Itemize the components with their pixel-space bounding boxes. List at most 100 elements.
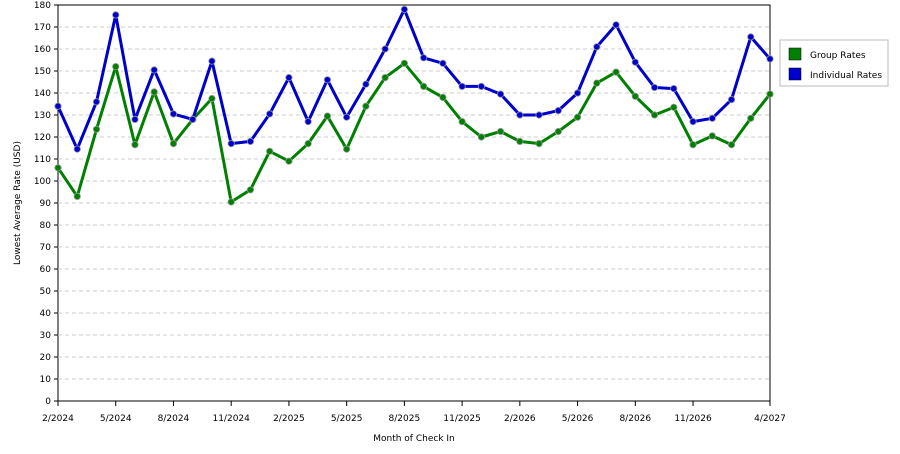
data-point: [708, 132, 716, 140]
data-point: [670, 103, 678, 111]
data-point: [169, 110, 178, 118]
data-point: [535, 111, 543, 119]
x-tick-label: 2/2026: [504, 414, 536, 424]
data-point: [169, 140, 178, 148]
y-tick-label: 130: [34, 111, 51, 121]
data-point: [420, 82, 428, 91]
x-axis-label: Month of Check In: [373, 434, 455, 444]
data-point: [343, 145, 351, 153]
data-point: [131, 115, 139, 124]
data-point: [304, 140, 312, 148]
y-tick-label: 110: [34, 155, 51, 165]
data-point: [266, 110, 274, 118]
data-point: [727, 96, 736, 104]
y-tick-label: 80: [40, 221, 52, 231]
data-point: [323, 76, 332, 84]
data-point: [535, 140, 543, 148]
data-point: [285, 74, 293, 82]
y-tick-label: 160: [34, 45, 51, 55]
data-point: [477, 133, 485, 141]
data-point: [766, 90, 774, 98]
y-tick-label: 120: [34, 133, 51, 143]
data-point: [73, 145, 81, 153]
data-point: [381, 74, 389, 82]
y-tick-label: 170: [34, 23, 51, 33]
y-tick-label: 60: [40, 265, 52, 275]
data-point: [477, 82, 485, 91]
data-point: [343, 113, 351, 121]
data-point: [727, 141, 736, 149]
data-point: [92, 98, 101, 106]
data-point: [496, 90, 505, 98]
data-point: [92, 125, 101, 133]
data-point: [516, 137, 524, 145]
data-point: [150, 88, 158, 96]
data-point: [400, 59, 408, 67]
data-point: [593, 79, 601, 87]
x-tick-label: 5/2024: [100, 414, 132, 424]
y-tick-label: 20: [40, 353, 52, 363]
x-tick-label: 11/2026: [674, 414, 712, 424]
x-tick-label: 8/2026: [619, 414, 651, 424]
data-point: [516, 111, 524, 119]
data-point: [246, 186, 255, 194]
data-point: [708, 114, 716, 122]
series-line: [56, 61, 772, 204]
y-tick-label: 90: [40, 199, 52, 209]
x-tick-label: 8/2024: [158, 414, 190, 424]
y-tick-label: 140: [34, 89, 51, 99]
data-point: [439, 59, 447, 67]
legend-swatch: [788, 47, 802, 61]
data-point: [227, 198, 235, 206]
data-point: [246, 137, 255, 145]
data-point: [573, 89, 582, 97]
x-tick-label: 2/2025: [273, 414, 305, 424]
data-point: [208, 57, 216, 65]
y-tick-label: 150: [34, 67, 51, 77]
data-point: [381, 45, 389, 53]
data-point: [439, 93, 447, 102]
y-tick-label: 40: [40, 309, 52, 319]
data-point: [362, 102, 370, 110]
data-point: [458, 82, 466, 91]
data-point: [496, 127, 505, 136]
data-point: [612, 68, 620, 76]
data-point: [593, 43, 601, 51]
data-point: [689, 118, 697, 126]
data-point: [131, 141, 139, 149]
data-point: [689, 141, 697, 149]
data-point: [73, 192, 81, 200]
data-point: [54, 164, 62, 172]
data-point: [420, 54, 428, 62]
data-point: [650, 111, 659, 119]
x-tick-label: 8/2025: [389, 414, 421, 424]
x-tick-label: 2/2024: [42, 414, 74, 424]
data-point: [747, 33, 755, 41]
data-point: [766, 55, 774, 63]
data-point: [323, 112, 332, 120]
x-tick-label: 11/2025: [443, 414, 480, 424]
y-tick-label: 10: [40, 375, 52, 385]
x-tick-label: 5/2025: [331, 414, 363, 424]
legend-label: Group Rates: [810, 51, 866, 61]
x-tick-label: 4/2027: [754, 414, 786, 424]
data-point: [573, 113, 582, 121]
data-point: [150, 66, 158, 74]
x-tick-label: 5/2026: [562, 414, 594, 424]
data-point: [670, 85, 678, 93]
data-point: [189, 115, 197, 124]
data-point: [54, 102, 62, 110]
y-tick-label: 30: [40, 331, 52, 341]
data-point: [112, 62, 120, 71]
y-tick-label: 180: [34, 1, 51, 11]
data-point: [112, 11, 120, 19]
y-tick-label: 100: [34, 177, 51, 187]
x-tick-label: 11/2024: [212, 414, 250, 424]
legend-label: Individual Rates: [810, 71, 882, 81]
data-point: [631, 58, 639, 66]
legend-swatch: [788, 67, 802, 81]
data-point: [631, 92, 639, 100]
y-tick-label: 70: [40, 243, 52, 253]
